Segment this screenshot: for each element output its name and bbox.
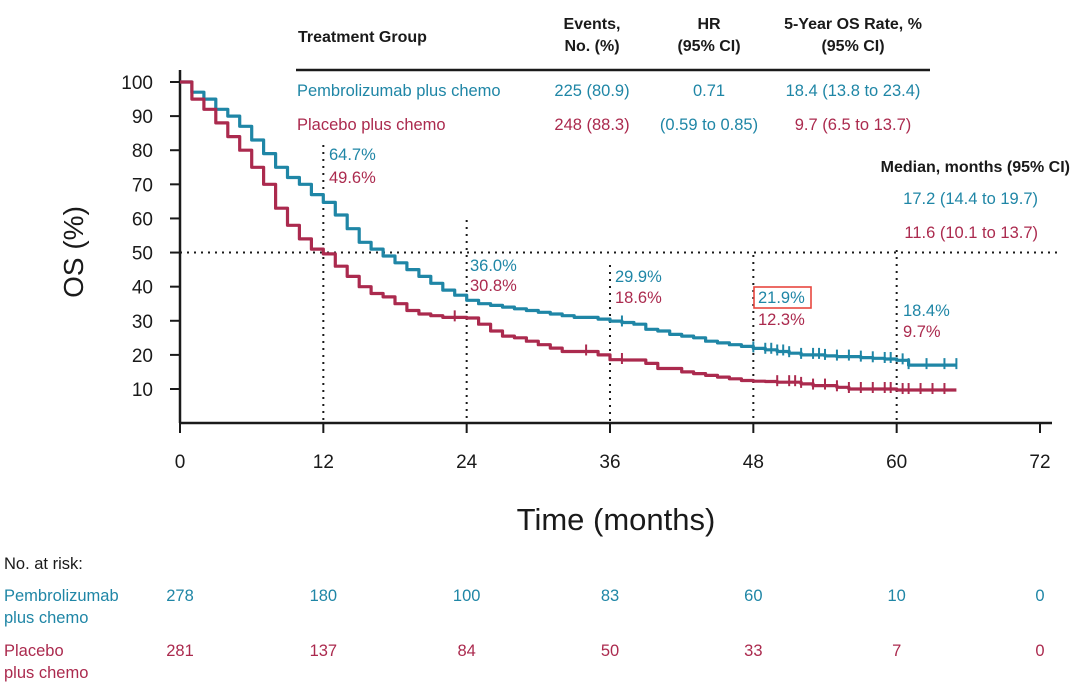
header-os-line2: (95% CI) [821,38,884,55]
header-hr-line1: HR [697,16,721,33]
y-tick-label: 90 [132,107,153,128]
risk-pembro-value: 0 [1035,587,1044,605]
landmark-pembro-24: 36.0% [470,257,517,275]
risk-pembro-value: 60 [744,587,762,605]
survival-curves [180,80,958,395]
y-tick-label: 40 [132,278,153,299]
risk-placebo-value: 33 [744,642,762,660]
risk-placebo-value: 281 [166,642,194,660]
y-tick-label: 60 [132,209,153,230]
risk-pembro-value: 83 [601,587,619,605]
x-tick-label: 48 [743,452,764,473]
risk-placebo-label-2: plus chemo [4,664,88,682]
row-pembro-os: 18.4 (13.8 to 23.4) [786,82,921,100]
x-tick-label: 12 [313,452,334,473]
median-pembro: 17.2 (14.4 to 19.7) [903,190,1038,208]
landmark-pembro-36: 29.9% [615,268,662,286]
landmark-placebo-12: 49.6% [329,169,376,187]
header-hr-line2: (95% CI) [677,38,740,55]
x-tick-label: 60 [886,452,907,473]
row-pembro-group: Pembrolizumab plus chemo [297,82,501,100]
y-axis-title: OS (%) [58,206,89,298]
header-events-line1: Events, [564,16,621,33]
row-placebo-hr-ci: (0.59 to 0.85) [660,116,758,134]
table-header: Treatment Group Events, No. (%) HR (95% … [298,16,922,55]
header-os-line1: 5-Year OS Rate, % [784,16,922,33]
landmark-pembro-12: 64.7% [329,146,376,164]
table-row-placebo: Placebo plus chemo 248 (88.3) (0.59 to 0… [297,116,911,134]
risk-table: No. at risk: Pembrolizumab plus chemo Pl… [4,555,1045,682]
axis-ticks: 0 12 24 36 48 60 72 10 20 30 40 50 60 70 80 90 100 [121,73,1050,473]
row-placebo-group: Placebo plus chemo [297,116,446,134]
y-tick-label: 20 [132,346,153,367]
risk-pembro-value: 278 [166,587,194,605]
median-placebo: 11.6 (10.1 to 13.7) [904,224,1038,242]
risk-pembro-label-2: plus chemo [4,609,88,627]
landmark-placebo-48: 12.3% [758,311,805,329]
landmark-placebo-24: 30.8% [470,277,517,295]
landmark-pembro-48: 21.9% [758,289,805,307]
reference-lines [180,145,1058,423]
x-tick-label: 36 [599,452,620,473]
row-pembro-hr: 0.71 [693,82,725,100]
y-tick-label: 30 [132,312,153,333]
risk-placebo-value: 137 [310,642,338,660]
x-axis-title: Time (months) [517,502,716,537]
risk-pembro-value: 100 [453,587,481,605]
row-placebo-events: 248 (88.3) [554,116,629,134]
curve-placebo [180,80,957,392]
landmark-highlight-box [753,286,812,309]
risk-placebo-value: 50 [601,642,619,660]
y-tick-label: 80 [132,141,153,162]
landmark-pembro-60: 18.4% [903,302,950,320]
risk-placebo-label-1: Placebo [4,642,64,660]
risk-pembro-label-1: Pembrolizumab [4,587,119,605]
risk-placebo-value: 7 [892,642,901,660]
header-events-line2: No. (%) [564,38,619,55]
landmark-placebo-60: 9.7% [903,323,941,341]
y-tick-label: 10 [132,380,153,401]
table-row-pembro: Pembrolizumab plus chemo 225 (80.9) 0.71… [297,82,920,100]
risk-pembro-value: 180 [310,587,338,605]
y-tick-label: 50 [132,244,153,265]
risk-placebo-value: 84 [457,642,475,660]
y-tick-label: 100 [121,73,153,94]
row-pembro-events: 225 (80.9) [554,82,629,100]
risk-title: No. at risk: [4,555,83,573]
x-tick-label: 72 [1029,452,1050,473]
row-placebo-os: 9.7 (6.5 to 13.7) [795,116,912,134]
header-treatment-group: Treatment Group [298,29,427,46]
median-title: Median, months (95% CI) [881,159,1070,176]
x-tick-label: 0 [175,452,186,473]
landmark-labels: 64.7% 49.6% 36.0% 30.8% 29.9% 18.6% 21.9% 12.3%… [329,146,950,341]
risk-placebo-value: 0 [1035,642,1044,660]
risk-pembro-value: 10 [887,587,905,605]
x-tick-label: 24 [456,452,478,473]
landmark-placebo-36: 18.6% [615,289,662,307]
y-tick-label: 70 [132,175,153,196]
